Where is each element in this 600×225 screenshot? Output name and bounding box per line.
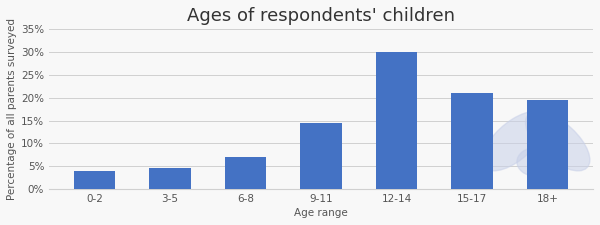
Bar xyxy=(451,93,493,189)
Bar xyxy=(149,169,191,189)
Bar xyxy=(376,52,418,189)
Ellipse shape xyxy=(526,111,590,171)
Y-axis label: Percentage of all parents surveyed: Percentage of all parents surveyed xyxy=(7,18,17,200)
Title: Ages of respondents' children: Ages of respondents' children xyxy=(187,7,455,25)
Bar xyxy=(301,123,342,189)
Bar xyxy=(225,157,266,189)
Ellipse shape xyxy=(482,111,547,171)
X-axis label: Age range: Age range xyxy=(294,208,348,218)
Bar xyxy=(527,100,568,189)
Ellipse shape xyxy=(517,148,555,176)
Bar xyxy=(74,171,115,189)
